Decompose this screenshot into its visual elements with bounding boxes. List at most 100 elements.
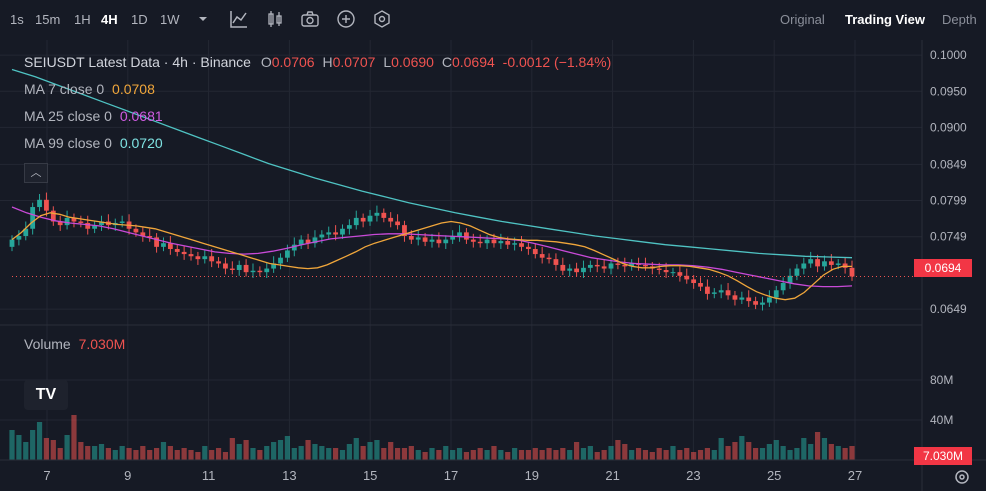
toolbar: 1s 15m 1H 4H 1D 1W Original Trading View… [0, 0, 986, 40]
candle-body [23, 228, 29, 236]
settings-icon[interactable] [371, 8, 393, 30]
candle-body [815, 259, 820, 267]
candle-body [739, 297, 745, 300]
volume-bar [105, 448, 111, 460]
ma7-legend: MA 7 close 0 0.0708 [24, 81, 155, 97]
volume-bar [298, 446, 304, 460]
view-trading-view[interactable]: Trading View [845, 12, 925, 27]
candle-body [37, 199, 42, 208]
volume-bar [57, 448, 63, 460]
volume-bar [243, 440, 249, 460]
timeframe-4h[interactable]: 4H [101, 12, 118, 27]
ma99-label: MA 99 close 0 [24, 135, 112, 151]
date-tick-label: 27 [848, 468, 862, 483]
view-original[interactable]: Original [780, 12, 825, 27]
volume-bar [608, 446, 614, 460]
gear-icon[interactable] [952, 467, 972, 487]
candle-body [835, 263, 841, 265]
candle-body [133, 228, 139, 233]
candle-body [822, 261, 827, 267]
price-tick-label: 0.0950 [930, 84, 967, 98]
volume-bar [271, 442, 277, 460]
volume-bar [71, 415, 77, 460]
open-value: 0.0706 [271, 54, 315, 70]
volume-bar [429, 448, 435, 460]
change-value: -0.0012 (−1.84%) [502, 54, 612, 70]
volume-bar [209, 450, 215, 460]
candle-body [691, 279, 697, 284]
candle-body [381, 212, 387, 218]
volume-bar [98, 444, 105, 460]
candle-body [250, 270, 256, 273]
timeframe-1d[interactable]: 1D [131, 12, 148, 27]
volume-bar [629, 450, 635, 460]
add-icon[interactable] [335, 8, 357, 30]
timeframe-15m[interactable]: 15m [35, 12, 61, 27]
candle-body [319, 234, 325, 238]
volume-bar [622, 444, 628, 460]
timeframe-1w[interactable]: 1W [160, 12, 180, 27]
current-volume-tag: 7.030M [914, 447, 972, 465]
volume-bar [835, 446, 841, 460]
candle-body [285, 250, 290, 258]
volume-bar [766, 444, 772, 460]
volume-bar [133, 450, 139, 460]
candle-body [684, 275, 690, 280]
timeframe-1h[interactable]: 1H [74, 12, 91, 27]
candle-body [732, 295, 738, 300]
candles-icon[interactable] [264, 8, 286, 30]
volume-bar [746, 442, 752, 460]
candle-body [828, 261, 834, 265]
volume-bar [601, 450, 607, 460]
candle-body [9, 239, 15, 247]
candle-body [519, 243, 524, 247]
ma99-value: 0.0720 [119, 135, 163, 151]
timeframe-1s[interactable]: 1s [10, 12, 24, 27]
volume-bar [821, 438, 828, 460]
volume-bar [787, 450, 793, 460]
volume-bar [257, 450, 263, 460]
ma7-value: 0.0708 [112, 81, 155, 97]
volume-bar [236, 444, 242, 460]
chevron-up-icon: ︿ [30, 167, 42, 179]
candle-body [346, 225, 352, 229]
candle-body [195, 256, 201, 260]
volume-bar [112, 450, 118, 460]
candle-body [457, 232, 462, 236]
tradingview-logo-icon: TV [24, 380, 68, 410]
candle-body [216, 261, 221, 264]
candle-body [257, 270, 263, 273]
price-chart[interactable]: 0.1000 0.0950 0.0900 0.0849 0.0799 0.0749 0.06… [0, 40, 986, 491]
candle-body [505, 241, 511, 245]
volume-bar [842, 448, 848, 460]
volume-bar [518, 450, 525, 460]
candle-body [656, 268, 662, 270]
candle-body [422, 237, 428, 242]
candle-body [402, 225, 407, 236]
volume-bar [780, 446, 786, 460]
indicator-chart-icon[interactable] [228, 8, 250, 30]
chevron-down-icon[interactable] [192, 8, 214, 30]
volume-bar [92, 446, 98, 460]
candle-body [477, 241, 483, 244]
view-depth[interactable]: Depth [942, 12, 977, 27]
volume-bar [250, 448, 256, 460]
collapse-legend-button[interactable]: ︿ [24, 163, 48, 183]
candle-body [161, 243, 166, 247]
candle-body [484, 239, 490, 244]
candle-body [698, 283, 703, 287]
candle-body [312, 237, 318, 244]
candle-body [388, 217, 394, 222]
ma99-legend: MA 99 close 0 0.0720 [24, 135, 163, 151]
camera-icon[interactable] [299, 8, 321, 30]
volume-bar [188, 450, 194, 460]
date-tick-label: 23 [686, 468, 700, 483]
volume-tick-label: 80M [930, 373, 953, 387]
volume-bar [470, 450, 476, 460]
candle-body [629, 263, 635, 267]
volume-bar [759, 448, 766, 460]
candle-body [78, 221, 84, 223]
candle-body [808, 259, 814, 264]
volume-bar [450, 450, 456, 460]
candle-body [801, 263, 807, 269]
